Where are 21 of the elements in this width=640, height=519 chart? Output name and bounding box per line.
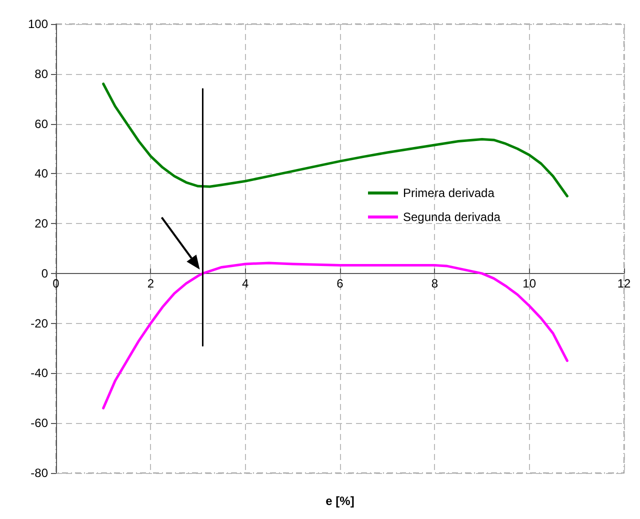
y-tick-label: -60 [30,416,48,430]
y-tick-label: 80 [34,66,48,81]
legend-label: Primera derivada [403,186,495,200]
y-tick-label: 60 [34,116,48,131]
x-tick-label: 6 [336,276,344,290]
legend-label: Segunda derivada [403,210,501,224]
x-tick-label: 10 [522,276,536,290]
y-tick-label: -20 [30,316,48,330]
x-tick-label: 4 [242,276,249,290]
x-axis-title: e [%] [326,494,354,508]
y-tick-label: 100 [28,17,48,31]
y-tick-label: 20 [34,216,48,231]
x-tick-label: 8 [431,276,438,290]
y-tick-label: -40 [30,366,48,380]
y-tick-label: 40 [34,166,48,181]
x-tick-label: 2 [147,276,154,290]
line-series [102,262,568,410]
y-tick-label: 0 [41,266,48,280]
line-series [102,82,568,198]
x-tick-label: 12 [617,276,631,290]
y-tick-label: -80 [30,466,48,480]
